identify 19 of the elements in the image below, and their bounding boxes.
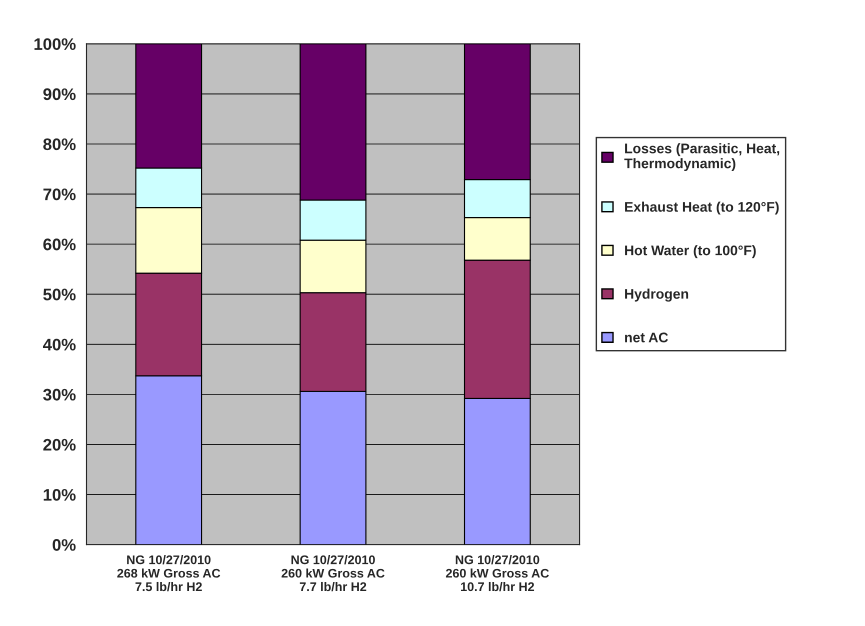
legend-label: Hot Water (to 100°F) <box>625 245 756 258</box>
y-tick-label: 30% <box>43 388 76 401</box>
y-tick-label: 10% <box>44 488 76 501</box>
x-tick-label: NG 10/27/2010 260 kW Gross AC 7.7 lb/hr H2 <box>282 555 385 592</box>
legend-label: Exhaust Heat (to 120°F) <box>625 202 779 215</box>
y-tick-label: 90% <box>43 88 76 100</box>
y-tick-label: 40% <box>42 338 76 351</box>
y-tick-label: 70% <box>43 188 76 200</box>
x-tick-label: NG 10/27/2010 268 kW Gross AC 7.5 lb/hr H2 <box>117 555 220 592</box>
y-tick-label: 60% <box>43 238 76 250</box>
y-tick-label: 80% <box>43 138 76 150</box>
legend-label: Losses (Parasitic, Heat, Thermodynamic) <box>624 143 780 172</box>
x-tick-label: NG 10/27/2010 260 kW Gross AC 10.7 lb/hr H2 <box>446 555 549 592</box>
legend-label: net AC <box>625 332 668 342</box>
y-tick-label: 100% <box>34 38 76 50</box>
y-tick-label: 20% <box>43 438 76 451</box>
y-tick-label: 50% <box>43 288 76 300</box>
y-tick-label: 0% <box>52 539 76 551</box>
legend-label: Hydrogen <box>625 288 688 302</box>
